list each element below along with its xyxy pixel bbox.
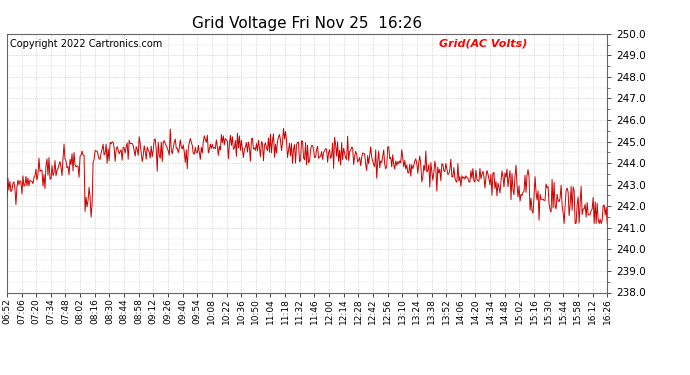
Title: Grid Voltage Fri Nov 25  16:26: Grid Voltage Fri Nov 25 16:26 <box>192 16 422 31</box>
Text: Copyright 2022 Cartronics.com: Copyright 2022 Cartronics.com <box>10 39 162 49</box>
Text: Grid(AC Volts): Grid(AC Volts) <box>439 39 527 49</box>
